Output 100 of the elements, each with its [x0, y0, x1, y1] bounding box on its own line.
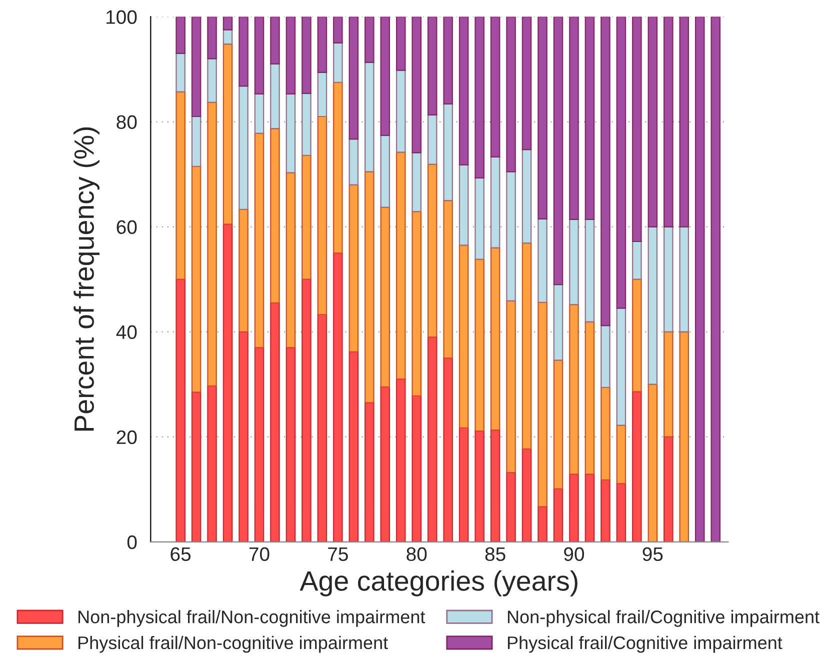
- bar: [380, 16, 390, 136]
- bar: [270, 128, 280, 304]
- bar: [616, 483, 626, 542]
- y-tick-label: 20: [116, 430, 137, 444]
- bar: [664, 331, 674, 438]
- bar: [364, 171, 374, 404]
- bar: [222, 43, 233, 225]
- bar: [302, 154, 312, 280]
- y-tick-label: 40: [116, 325, 137, 340]
- bar: [648, 384, 658, 542]
- bar: [254, 132, 264, 348]
- bar: [632, 278, 642, 392]
- bar: [364, 16, 374, 63]
- bar: [348, 351, 359, 542]
- bar: [302, 16, 312, 94]
- bar: [490, 156, 500, 248]
- bar: [207, 102, 217, 386]
- bar: [506, 16, 516, 172]
- bar: [458, 244, 469, 428]
- bar: [600, 479, 610, 542]
- bar: [317, 72, 328, 118]
- bar: [412, 16, 422, 154]
- bar: [191, 392, 202, 542]
- bar: [443, 200, 453, 359]
- bar: [396, 378, 406, 542]
- bar: [458, 427, 469, 542]
- bar: [506, 300, 516, 474]
- bar: [207, 385, 217, 542]
- bar: [427, 16, 438, 116]
- bar: [333, 16, 343, 44]
- bar: [364, 402, 374, 542]
- x-tick-label: 65: [170, 547, 191, 562]
- bar: [522, 16, 532, 150]
- bar: [458, 16, 469, 166]
- bar: [474, 258, 484, 432]
- bar: [302, 92, 312, 156]
- bar: [176, 278, 186, 542]
- bar: [584, 474, 595, 542]
- bar: [584, 321, 595, 475]
- bar: [648, 226, 658, 385]
- bar: [694, 16, 705, 542]
- bar: [474, 177, 484, 260]
- bar: [238, 331, 248, 542]
- bar: [222, 16, 233, 30]
- bar: [286, 347, 296, 542]
- bar: [664, 436, 674, 542]
- bar: [222, 224, 233, 542]
- bar: [412, 211, 422, 396]
- bar: [427, 336, 438, 542]
- bar: [302, 278, 312, 542]
- bar: [238, 85, 248, 210]
- bar: [600, 324, 610, 388]
- bar: [710, 16, 720, 542]
- bar: [584, 218, 595, 322]
- bar: [286, 93, 296, 174]
- bar: [632, 240, 642, 280]
- bar: [490, 247, 500, 431]
- x-tick-label: 90: [564, 547, 584, 562]
- bar: [270, 302, 280, 542]
- bar: [176, 52, 186, 92]
- bar: [664, 16, 674, 228]
- bar: [380, 386, 390, 542]
- x-tick-label: 80: [406, 547, 427, 562]
- bar: [443, 358, 453, 542]
- bar: [506, 171, 516, 302]
- bar: [616, 308, 626, 426]
- bar: [679, 16, 690, 228]
- bar: [191, 16, 202, 118]
- bar: [474, 16, 484, 179]
- legend-label: Non-physical frail/Cognitive impairment: [508, 610, 820, 627]
- bar: [522, 149, 532, 244]
- bar: [207, 58, 217, 103]
- bar: [522, 448, 532, 542]
- x-axis-title: Age categories (years): [300, 570, 578, 596]
- bar: [474, 430, 484, 542]
- bar: [553, 360, 564, 490]
- bar: [569, 218, 579, 306]
- bar: [396, 152, 406, 380]
- bar: [569, 16, 579, 220]
- bar: [364, 62, 374, 172]
- bar: [207, 16, 217, 60]
- bar: [569, 474, 579, 542]
- bar: [412, 395, 422, 542]
- bar: [286, 16, 296, 94]
- bar: [427, 164, 438, 338]
- legend-label: Physical frail/Cognitive impairment: [508, 636, 782, 653]
- y-tick-label: 100: [106, 10, 137, 24]
- x-tick-label: 85: [485, 547, 506, 562]
- bar: [584, 16, 595, 220]
- bar: [396, 70, 406, 153]
- bar: [538, 16, 548, 220]
- x-tick-label: 75: [328, 547, 348, 562]
- bar: [333, 252, 343, 542]
- bar: [286, 172, 296, 348]
- y-tick-label: 0: [127, 535, 137, 550]
- bar: [538, 506, 548, 542]
- y-tick-label: 80: [116, 115, 137, 129]
- bar: [490, 16, 500, 158]
- bar: [222, 29, 233, 45]
- bar: [380, 206, 390, 388]
